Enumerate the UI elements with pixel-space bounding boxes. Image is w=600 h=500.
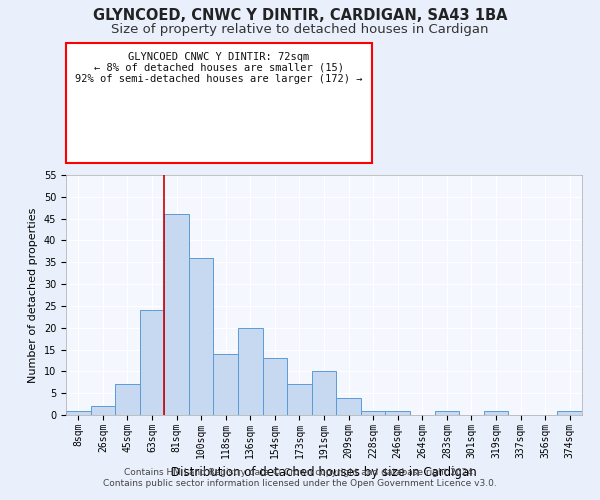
Bar (164, 214, 189, 415)
Text: ← 8% of detached houses are smaller (15): ← 8% of detached houses are smaller (15) (94, 63, 344, 73)
Bar (385, 410, 410, 415)
Bar (287, 384, 312, 415)
Bar (557, 410, 582, 415)
Text: Contains HM Land Registry data © Crown copyright and database right 2024.
Contai: Contains HM Land Registry data © Crown c… (103, 468, 497, 487)
X-axis label: Distribution of detached houses by size in Cardigan: Distribution of detached houses by size … (171, 466, 477, 479)
Bar (336, 398, 361, 415)
Bar (140, 310, 164, 415)
Bar (91, 406, 115, 415)
Bar (484, 410, 508, 415)
Bar (189, 258, 214, 415)
Bar (263, 358, 287, 415)
Y-axis label: Number of detached properties: Number of detached properties (28, 208, 38, 382)
Text: GLYNCOED, CNWC Y DINTIR, CARDIGAN, SA43 1BA: GLYNCOED, CNWC Y DINTIR, CARDIGAN, SA43 … (93, 8, 507, 22)
Bar (115, 384, 140, 415)
Bar (214, 354, 238, 415)
Bar (312, 372, 336, 415)
Bar (361, 410, 385, 415)
Text: GLYNCOED CNWC Y DINTIR: 72sqm: GLYNCOED CNWC Y DINTIR: 72sqm (128, 52, 310, 62)
Text: 92% of semi-detached houses are larger (172) →: 92% of semi-detached houses are larger (… (75, 74, 363, 85)
Bar (238, 328, 263, 415)
Bar (66, 410, 91, 415)
Bar (434, 410, 459, 415)
Text: Size of property relative to detached houses in Cardigan: Size of property relative to detached ho… (111, 22, 489, 36)
